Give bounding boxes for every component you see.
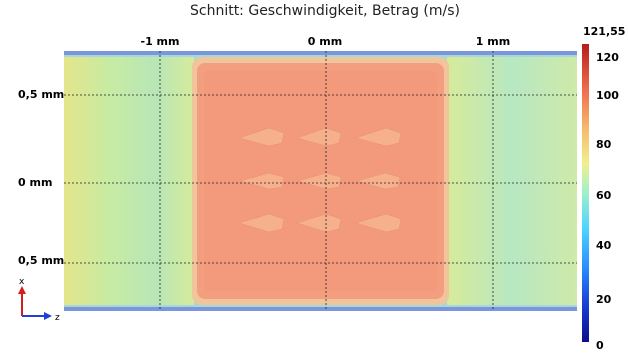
y-tick-label: 0,5 mm xyxy=(18,254,65,267)
y-tick-label: 0 mm xyxy=(18,176,53,189)
y-tick-label: 0,5 mm xyxy=(18,88,65,101)
colorbar-tick: 60 xyxy=(596,189,612,202)
x-tick-label: 0 mm xyxy=(307,35,343,48)
grid-lines xyxy=(64,51,577,311)
axis-label-x: x xyxy=(19,277,25,287)
colorbar xyxy=(582,44,589,342)
velocity-field-plot[interactable] xyxy=(64,51,577,311)
axis-label-z: z xyxy=(55,313,60,323)
colorbar-max-label: 121,55 xyxy=(583,25,626,38)
colorbar-tick: 80 xyxy=(596,138,612,151)
x-tick-label: 1 mm xyxy=(475,35,511,48)
x-tick-label: -1 mm xyxy=(140,35,180,48)
right-outer-region xyxy=(447,57,577,305)
axis-triad: x z xyxy=(18,277,60,323)
obstacle-shapes xyxy=(237,127,402,233)
colorbar-tick: 20 xyxy=(596,293,612,306)
plot-title: Schnitt: Geschwindigkeit, Betrag (m/s) xyxy=(189,3,461,19)
colorbar-tick: 0 xyxy=(596,339,604,352)
left-outer-region xyxy=(64,57,194,305)
colorbar-tick: 120 xyxy=(596,51,619,64)
colorbar-tick: 100 xyxy=(596,89,619,102)
colorbar-tick: 40 xyxy=(596,239,612,252)
